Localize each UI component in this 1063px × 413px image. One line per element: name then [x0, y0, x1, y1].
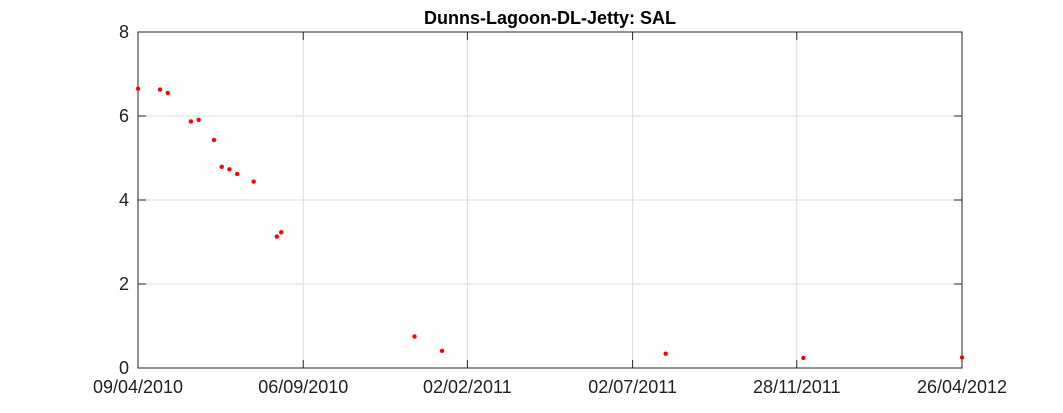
y-tick-label: 0 [119, 358, 129, 378]
data-point [279, 230, 284, 235]
data-point [663, 351, 668, 356]
y-axis-tick-labels: 0 2 4 6 8 [119, 22, 129, 378]
data-point [251, 179, 256, 184]
data-point [439, 348, 445, 353]
x-tick-label: 09/04/2010 [93, 377, 183, 397]
data-point [157, 87, 163, 92]
data-point [412, 334, 417, 339]
x-tick-label: 28/11/2011 [753, 377, 840, 397]
data-point [801, 355, 806, 361]
x-tick-label: 02/07/2011 [588, 377, 677, 397]
x-axis-tick-labels: 09/04/2010 06/09/2010 02/02/2011 02/07/2011… [93, 377, 1007, 397]
data-point [227, 167, 232, 172]
data-point [219, 164, 224, 170]
data-point [211, 137, 217, 143]
data-point [165, 90, 170, 96]
y-tick-label: 6 [119, 106, 129, 126]
data-point [234, 171, 240, 177]
axis-ticks [137, 31, 963, 369]
data-point [196, 117, 201, 122]
y-tick-label: 2 [119, 274, 129, 294]
data-point [135, 86, 141, 91]
data-point [274, 234, 280, 239]
x-tick-label: 06/09/2010 [258, 377, 348, 397]
x-tick-label: 02/02/2011 [423, 377, 512, 397]
data-points [135, 86, 965, 361]
y-tick-label: 4 [119, 190, 129, 210]
data-point [959, 355, 965, 360]
y-tick-label: 8 [119, 22, 129, 42]
data-point [188, 119, 194, 124]
grid-lines [138, 32, 962, 368]
chart-title: Dunns-Lagoon-DL-Jetty: SAL [424, 8, 676, 28]
x-tick-label: 26/04/2012 [917, 377, 1007, 397]
